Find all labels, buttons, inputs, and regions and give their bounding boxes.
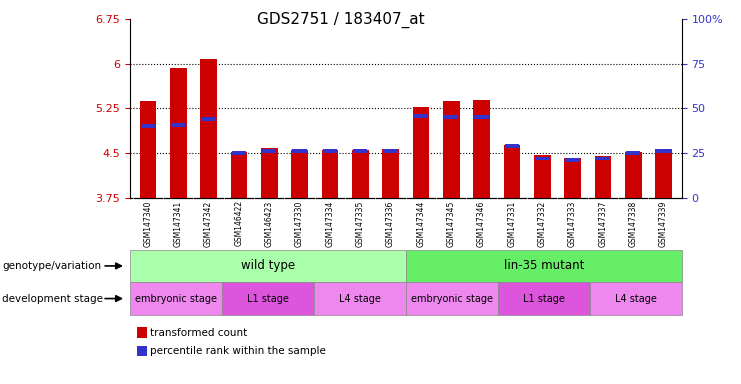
Text: GSM147346: GSM147346 bbox=[477, 200, 486, 247]
Bar bbox=[655, 149, 672, 198]
Bar bbox=[383, 149, 398, 153]
Text: percentile rank within the sample: percentile rank within the sample bbox=[150, 346, 326, 356]
Bar bbox=[291, 150, 308, 198]
Text: GSM147339: GSM147339 bbox=[659, 200, 668, 247]
Bar bbox=[505, 144, 519, 148]
Bar bbox=[170, 68, 187, 198]
Text: L1 stage: L1 stage bbox=[247, 293, 289, 304]
Text: GSM147330: GSM147330 bbox=[295, 200, 304, 247]
Text: GSM147342: GSM147342 bbox=[204, 200, 213, 247]
Text: GSM147335: GSM147335 bbox=[356, 200, 365, 247]
Text: GSM147332: GSM147332 bbox=[538, 200, 547, 247]
Bar bbox=[413, 114, 428, 118]
Text: GDS2751 / 183407_at: GDS2751 / 183407_at bbox=[257, 12, 425, 28]
Bar bbox=[473, 99, 490, 198]
Text: GSM146422: GSM146422 bbox=[234, 200, 243, 247]
Text: transformed count: transformed count bbox=[150, 328, 247, 338]
Bar bbox=[293, 149, 307, 153]
Bar bbox=[564, 158, 581, 198]
Text: GSM147336: GSM147336 bbox=[386, 200, 395, 247]
Bar bbox=[200, 59, 217, 198]
Text: L1 stage: L1 stage bbox=[522, 293, 565, 304]
Bar bbox=[626, 151, 640, 155]
Bar bbox=[534, 155, 551, 198]
Bar bbox=[232, 151, 246, 155]
Text: L4 stage: L4 stage bbox=[615, 293, 657, 304]
Text: GSM147331: GSM147331 bbox=[508, 200, 516, 247]
Text: L4 stage: L4 stage bbox=[339, 293, 381, 304]
Bar bbox=[596, 157, 610, 161]
Bar bbox=[382, 149, 399, 198]
Bar bbox=[657, 149, 671, 153]
Bar bbox=[322, 150, 338, 198]
Text: GSM147334: GSM147334 bbox=[325, 200, 334, 247]
Bar bbox=[474, 116, 488, 119]
Text: GSM147338: GSM147338 bbox=[628, 200, 638, 247]
Text: embryonic stage: embryonic stage bbox=[411, 293, 493, 304]
Text: GSM146423: GSM146423 bbox=[265, 200, 273, 247]
Bar bbox=[565, 158, 579, 162]
Text: GSM147341: GSM147341 bbox=[173, 200, 183, 247]
Text: GSM147337: GSM147337 bbox=[598, 200, 608, 247]
Bar bbox=[202, 117, 216, 121]
Text: GSM147344: GSM147344 bbox=[416, 200, 425, 247]
Bar bbox=[141, 124, 155, 128]
Bar bbox=[625, 152, 642, 198]
Bar bbox=[413, 107, 429, 198]
Bar bbox=[443, 101, 459, 198]
Bar bbox=[353, 149, 368, 153]
Text: embryonic stage: embryonic stage bbox=[135, 293, 216, 304]
Bar bbox=[535, 157, 549, 161]
Text: wild type: wild type bbox=[241, 260, 295, 272]
Text: development stage: development stage bbox=[2, 293, 103, 304]
Bar bbox=[444, 116, 458, 119]
Bar bbox=[504, 146, 520, 198]
Bar bbox=[323, 149, 337, 153]
Bar bbox=[594, 156, 611, 198]
Bar bbox=[139, 101, 156, 198]
Bar bbox=[171, 122, 185, 126]
Bar bbox=[262, 149, 276, 153]
Text: GSM147333: GSM147333 bbox=[568, 200, 577, 247]
Text: lin-35 mutant: lin-35 mutant bbox=[504, 260, 584, 272]
Text: genotype/variation: genotype/variation bbox=[2, 261, 102, 271]
Text: GSM147340: GSM147340 bbox=[143, 200, 153, 247]
Bar bbox=[261, 148, 278, 198]
Text: GSM147345: GSM147345 bbox=[447, 200, 456, 247]
Bar bbox=[230, 152, 247, 198]
Bar bbox=[352, 150, 368, 198]
